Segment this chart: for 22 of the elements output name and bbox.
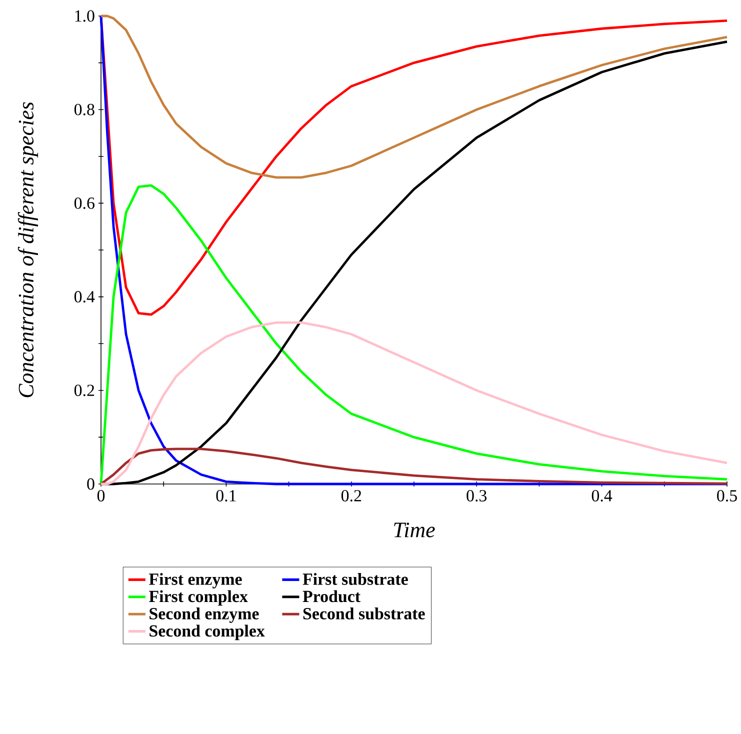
- x-tick-label: 0.5: [717, 490, 737, 502]
- x-tick-label: 0.4: [592, 490, 612, 502]
- legend-label: Product: [302, 590, 360, 602]
- legend-label: First complex: [149, 590, 248, 606]
- legend-label: Second complex: [150, 624, 265, 640]
- y-axis-title: Concentration of different species: [18, 102, 38, 398]
- y-tick-label: 0: [87, 478, 94, 490]
- x-tick-label: 0.3: [466, 490, 487, 502]
- legend-label: Second enzyme: [150, 607, 259, 623]
- line-series: [100, 14, 728, 179]
- x-tick-label: 0.1: [216, 490, 236, 502]
- legend-label: First substrate: [302, 573, 408, 585]
- x-tick-label: 0.2: [341, 490, 362, 502]
- y-tick-label: 0.4: [74, 291, 95, 303]
- x-axis-title: Time: [394, 522, 435, 538]
- y-tick-label: 0.8: [74, 104, 94, 116]
- x-tick-label: 0: [97, 490, 105, 502]
- legend-label: Second substrate: [303, 607, 425, 620]
- y-tick-label: 0.6: [74, 197, 94, 209]
- legend-label: First enzyme: [149, 573, 242, 588]
- y-tick-label: 0.2: [74, 384, 94, 396]
- y-tick-label: 1.0: [75, 10, 94, 22]
